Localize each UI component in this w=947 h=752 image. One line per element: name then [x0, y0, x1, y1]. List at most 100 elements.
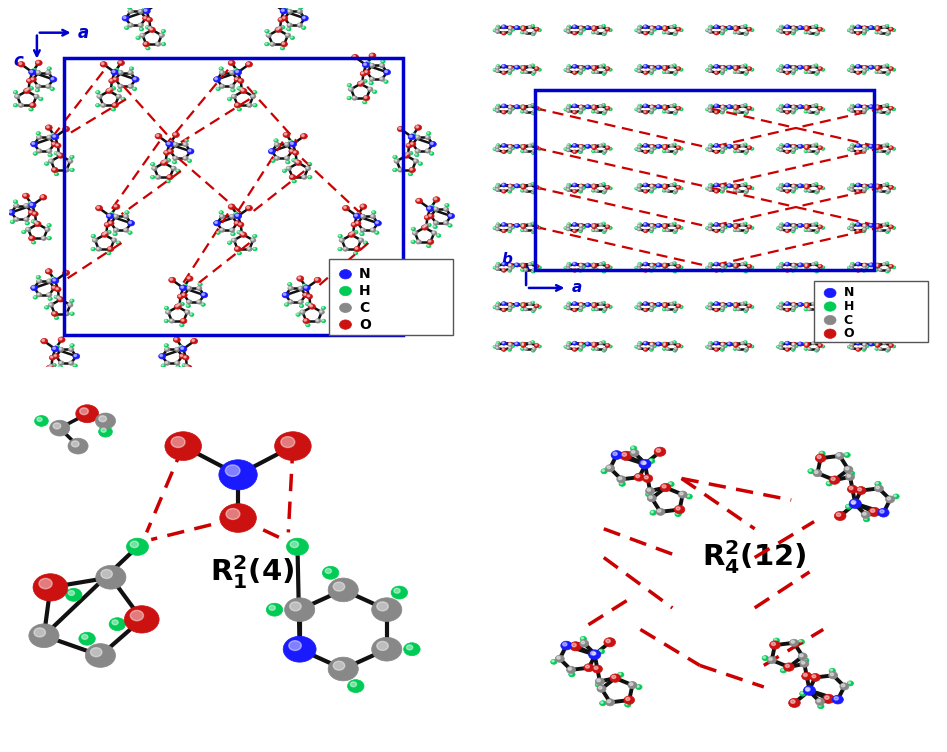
Circle shape: [779, 31, 781, 32]
Circle shape: [399, 127, 402, 129]
Circle shape: [399, 168, 401, 170]
Circle shape: [354, 247, 361, 252]
Circle shape: [708, 188, 712, 191]
Circle shape: [509, 70, 512, 73]
Circle shape: [676, 106, 681, 110]
Circle shape: [714, 308, 719, 312]
Circle shape: [572, 268, 577, 272]
Circle shape: [737, 71, 739, 72]
Circle shape: [131, 611, 144, 620]
Circle shape: [281, 26, 283, 27]
Circle shape: [524, 110, 527, 114]
Circle shape: [406, 153, 408, 154]
Circle shape: [892, 187, 894, 189]
Circle shape: [35, 416, 48, 426]
Circle shape: [521, 186, 526, 189]
Circle shape: [521, 27, 526, 31]
Circle shape: [91, 647, 102, 656]
Circle shape: [793, 224, 795, 226]
Circle shape: [816, 308, 818, 310]
Circle shape: [121, 97, 125, 101]
Circle shape: [522, 305, 524, 306]
Circle shape: [635, 267, 636, 268]
Circle shape: [36, 61, 39, 63]
Circle shape: [24, 217, 29, 221]
Circle shape: [795, 344, 798, 347]
Circle shape: [651, 265, 652, 266]
Circle shape: [239, 87, 244, 92]
Circle shape: [797, 302, 803, 307]
Circle shape: [866, 108, 869, 111]
Circle shape: [501, 104, 507, 108]
Circle shape: [409, 296, 411, 297]
Text: N: N: [844, 287, 854, 299]
Circle shape: [592, 268, 594, 270]
Circle shape: [230, 215, 232, 217]
Circle shape: [122, 16, 129, 21]
Circle shape: [735, 105, 736, 107]
Circle shape: [863, 149, 867, 152]
Circle shape: [596, 150, 597, 151]
Circle shape: [737, 71, 741, 74]
Circle shape: [663, 146, 668, 150]
Circle shape: [538, 29, 542, 32]
Circle shape: [46, 85, 48, 86]
Circle shape: [715, 302, 717, 304]
Circle shape: [393, 313, 395, 314]
Circle shape: [805, 26, 810, 29]
Circle shape: [786, 71, 788, 73]
Circle shape: [663, 308, 665, 310]
Circle shape: [778, 145, 783, 149]
Circle shape: [567, 302, 569, 304]
Circle shape: [250, 94, 256, 99]
Circle shape: [656, 65, 661, 69]
Circle shape: [522, 343, 524, 344]
Circle shape: [724, 186, 727, 190]
Circle shape: [751, 68, 752, 70]
Circle shape: [430, 296, 432, 298]
Circle shape: [827, 482, 830, 484]
Circle shape: [837, 453, 840, 456]
Circle shape: [514, 302, 520, 307]
Circle shape: [524, 189, 527, 193]
Circle shape: [509, 344, 510, 345]
Circle shape: [791, 32, 795, 35]
Circle shape: [721, 32, 723, 34]
Circle shape: [573, 105, 575, 106]
Circle shape: [734, 65, 739, 69]
Circle shape: [673, 341, 674, 342]
Circle shape: [306, 303, 308, 305]
Circle shape: [714, 150, 719, 153]
Circle shape: [30, 203, 33, 205]
Circle shape: [531, 72, 535, 75]
Circle shape: [228, 98, 230, 99]
Circle shape: [511, 29, 513, 30]
Circle shape: [889, 305, 891, 306]
Circle shape: [721, 225, 724, 228]
Circle shape: [875, 26, 880, 29]
Circle shape: [51, 77, 54, 80]
Circle shape: [779, 70, 781, 71]
Circle shape: [593, 185, 595, 186]
Circle shape: [501, 183, 507, 187]
Circle shape: [582, 345, 584, 346]
Circle shape: [611, 450, 622, 459]
Circle shape: [878, 308, 883, 311]
Circle shape: [303, 284, 305, 286]
Circle shape: [509, 267, 512, 271]
Circle shape: [657, 66, 659, 68]
Circle shape: [804, 66, 806, 67]
Circle shape: [201, 293, 207, 298]
Circle shape: [651, 111, 652, 113]
Circle shape: [531, 151, 535, 154]
Circle shape: [60, 362, 62, 363]
Circle shape: [599, 65, 603, 68]
Circle shape: [889, 147, 891, 148]
Circle shape: [850, 31, 852, 32]
Circle shape: [643, 475, 652, 483]
Circle shape: [869, 343, 871, 344]
Circle shape: [819, 451, 825, 456]
Circle shape: [748, 28, 750, 29]
Circle shape: [522, 147, 524, 148]
Circle shape: [798, 224, 800, 226]
